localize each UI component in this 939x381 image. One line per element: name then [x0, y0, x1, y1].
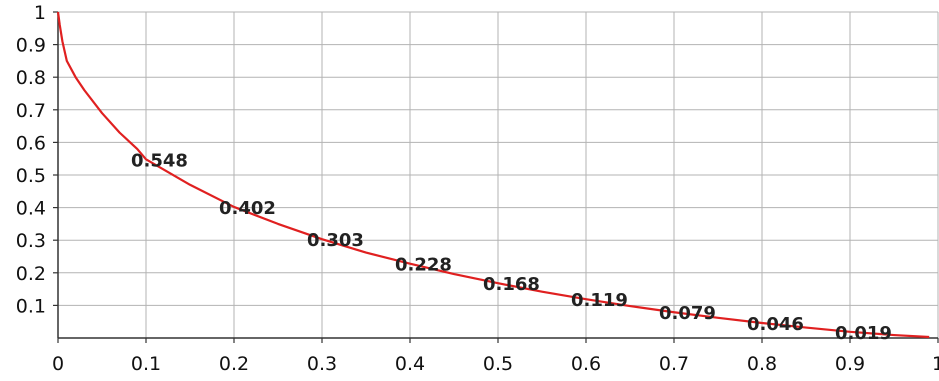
x-tick-label-4: 0.4 [395, 353, 425, 375]
data-label-6: 0.079 [659, 303, 716, 324]
y-tick-label-3: 0.4 [16, 198, 46, 220]
series-line-0 [56, 11, 930, 339]
y-tick-label-0: 0.1 [16, 295, 46, 317]
x-tick-label-6: 0.6 [571, 353, 601, 375]
x-tick-labels: 0 0.1 0.2 0.3 0.4 0.5 0.6 0.7 0.8 0.9 1 [52, 353, 939, 375]
x-tick-label-5: 0.5 [483, 353, 513, 375]
x-tick-label-10: 1 [932, 353, 939, 375]
x-tick-label-8: 0.8 [747, 353, 777, 375]
y-tick-label-6: 0.7 [16, 100, 46, 122]
y-tick-label-8: 0.9 [16, 35, 46, 57]
x-tick-label-9: 0.9 [835, 353, 865, 375]
y-tick-label-9: 1 [34, 2, 46, 24]
x-tick-label-2: 0.2 [219, 353, 249, 375]
x-tick-label-1: 0.1 [131, 353, 161, 375]
data-label-1: 0.402 [219, 198, 276, 219]
data-label-0: 0.548 [131, 150, 188, 171]
y-tick-labels: 0.1 0.2 0.3 0.4 0.5 0.6 0.7 0.8 0.9 1 [16, 2, 46, 317]
data-label-8: 0.019 [835, 323, 892, 344]
y-tick-label-4: 0.5 [16, 165, 46, 187]
y-tick-label-2: 0.3 [16, 230, 46, 252]
y-tick-label-7: 0.8 [16, 67, 46, 89]
y-tick-label-5: 0.6 [16, 132, 46, 154]
data-labels: 0.548 0.402 0.303 0.228 0.168 0.119 0.079 0.046… [131, 150, 892, 343]
data-label-5: 0.119 [571, 290, 628, 311]
data-label-3: 0.228 [395, 255, 452, 276]
x-tick-label-7: 0.7 [659, 353, 689, 375]
data-label-7: 0.046 [747, 314, 804, 335]
data-label-4: 0.168 [483, 274, 540, 295]
x-tick-label-0: 0 [52, 353, 64, 375]
axes [53, 11, 939, 343]
grid-lines [58, 11, 939, 338]
series-group [56, 11, 930, 339]
data-label-2: 0.303 [307, 230, 364, 251]
x-tick-label-3: 0.3 [307, 353, 337, 375]
y-tick-label-1: 0.2 [16, 263, 46, 285]
